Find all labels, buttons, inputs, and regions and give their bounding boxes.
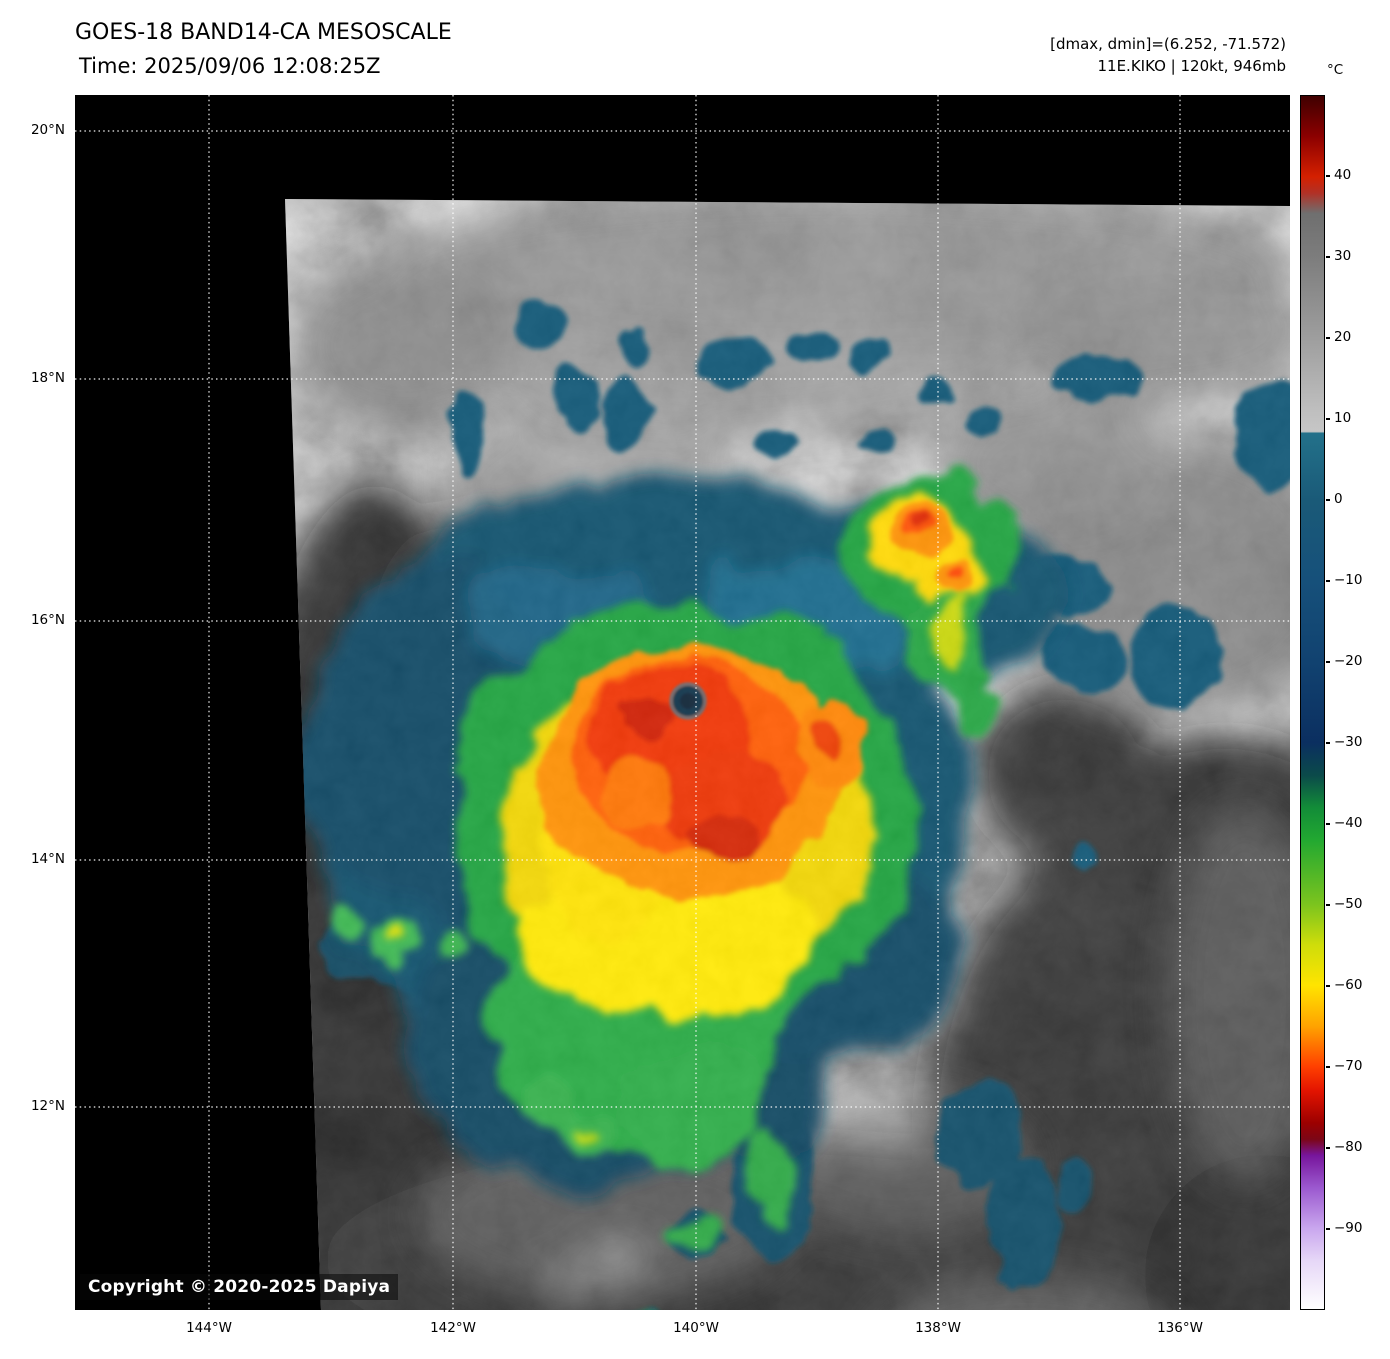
dmax-dmin-label: [dmax, dmin]=(6.252, -71.572) <box>1050 35 1286 53</box>
colorbar-tick <box>1326 1147 1330 1149</box>
colorbar-tick-label: −10 <box>1334 572 1363 588</box>
header-right-block: [dmax, dmin]=(6.252, -71.572) 11E.KIKO |… <box>1050 33 1286 77</box>
colorbar-tick <box>1326 1228 1330 1230</box>
colorbar-tick <box>1326 985 1330 987</box>
colorbar-tick <box>1326 499 1330 501</box>
lon-tick-label: 144°W <box>186 1320 232 1336</box>
colorbar-tick <box>1326 904 1330 906</box>
plot-area: Copyright © 2020-2025 Dapiya <box>75 95 1290 1310</box>
colorbar-tick-label: −20 <box>1334 653 1363 669</box>
lat-tick-label: 14°N <box>30 851 65 867</box>
swath <box>285 199 1290 1310</box>
copyright-label: Copyright © 2020-2025 Dapiya <box>80 1274 399 1300</box>
lat-tick-label: 20°N <box>30 122 65 138</box>
colorbar-gradient <box>1301 96 1324 1309</box>
lon-tick-label: 138°W <box>915 1320 961 1336</box>
colorbar-tick <box>1326 418 1330 420</box>
lon-tick-label: 136°W <box>1157 1320 1203 1336</box>
colorbar-tick-label: −90 <box>1334 1220 1363 1236</box>
colorbar-unit-label: °C <box>1327 62 1344 78</box>
lon-tick-label: 140°W <box>673 1320 719 1336</box>
colorbar-tick-label: 20 <box>1334 329 1352 345</box>
storm-info-label: 11E.KIKO | 120kt, 946mb <box>1097 57 1286 75</box>
colorbar-tick <box>1326 175 1330 177</box>
colorbar-tick-label: −30 <box>1334 734 1363 750</box>
colorbar <box>1300 95 1325 1310</box>
colorbar-tick-label: −70 <box>1334 1058 1363 1074</box>
colorbar-tick <box>1326 823 1330 825</box>
timestamp-label: Time: 2025/09/06 12:08:25Z <box>79 54 381 78</box>
gridlines <box>75 95 1290 1310</box>
lon-tick-label: 142°W <box>430 1320 476 1336</box>
colorbar-tick-label: −60 <box>1334 977 1363 993</box>
colorbar-tick-label: −80 <box>1334 1139 1363 1155</box>
colorbar-tick <box>1326 337 1330 339</box>
colorbar-tick <box>1326 1066 1330 1068</box>
colorbar-tick <box>1326 580 1330 582</box>
colorbar-tick-label: 40 <box>1334 167 1352 183</box>
colorbar-tick-label: 10 <box>1334 410 1352 426</box>
colorbar-tick <box>1326 661 1330 663</box>
lat-tick-label: 12°N <box>30 1098 65 1114</box>
colorbar-tick <box>1326 742 1330 744</box>
colorbar-tick <box>1326 256 1330 258</box>
satellite-image <box>75 95 1290 1310</box>
colorbar-tick-label: −40 <box>1334 815 1363 831</box>
colorbar-tick-label: −50 <box>1334 896 1363 912</box>
lat-tick-label: 18°N <box>30 370 65 386</box>
lat-tick-label: 16°N <box>30 612 65 628</box>
page-title: GOES-18 BAND14-CA MESOSCALE <box>75 20 452 45</box>
colorbar-tick-label: 0 <box>1334 491 1343 507</box>
colorbar-tick-label: 30 <box>1334 248 1352 264</box>
